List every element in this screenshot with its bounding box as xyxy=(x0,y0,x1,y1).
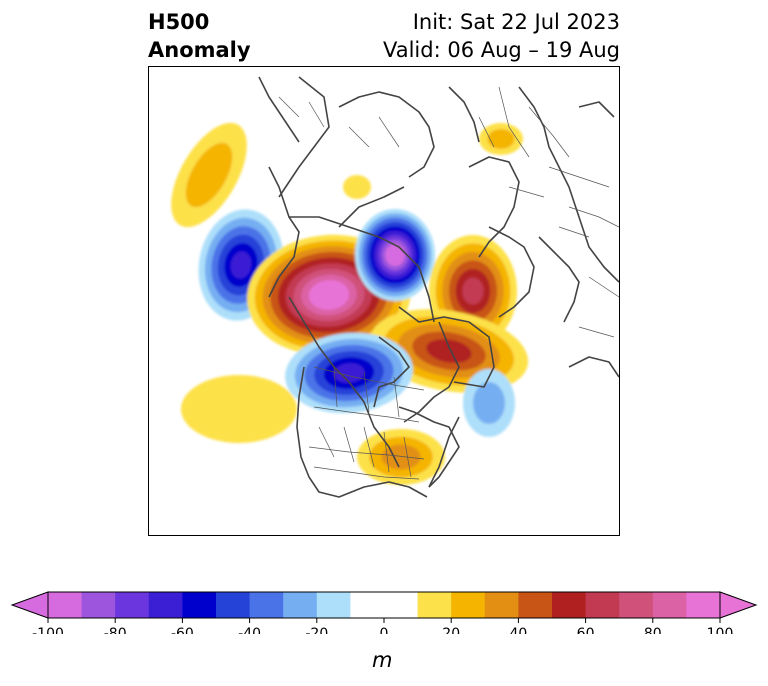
colorbar-tick-label: 40 xyxy=(509,626,527,634)
colorbar-cell xyxy=(417,592,452,618)
colorbar-cell xyxy=(384,592,419,618)
colorbar-cell xyxy=(652,592,687,618)
colorbar-tick-label: 100 xyxy=(707,626,734,634)
colorbar-tick-label: -80 xyxy=(104,626,127,634)
colorbar: -100 -80 -60 -40 -20 0 20 40 60 80 100 xyxy=(0,584,768,642)
title-anomaly: Anomaly xyxy=(148,38,251,62)
init-date: Init: Sat 22 Jul 2023 xyxy=(412,10,620,34)
colorbar-tick-label: -60 xyxy=(171,626,194,634)
colorbar-cell xyxy=(81,592,116,618)
colorbar-unit: m xyxy=(372,648,393,672)
colorbar-tick-label: 60 xyxy=(577,626,595,634)
colorbar-cell xyxy=(350,592,385,618)
political-borders xyxy=(278,86,619,480)
map-title: H500 Anomaly xyxy=(148,8,251,64)
positive-anomaly-arctic-canada-level xyxy=(316,285,342,305)
anomaly-map xyxy=(148,66,620,536)
colorbar-tick-label: 80 xyxy=(644,626,662,634)
colorbar-cell xyxy=(148,592,183,618)
colorbar-tick-label: -100 xyxy=(32,626,64,634)
colorbar-cell xyxy=(249,592,284,618)
colorbar-cell xyxy=(48,592,83,618)
positive-anomaly-scandinavia-level xyxy=(462,277,484,305)
coastlines xyxy=(258,76,619,498)
colorbar-under-arrow xyxy=(10,591,49,619)
negative-anomaly-kara-sea-level xyxy=(388,248,402,262)
negative-anomaly-bering-level xyxy=(230,251,252,279)
colorbar-tick-label: -40 xyxy=(238,626,261,634)
colorbar-cell xyxy=(216,592,251,618)
colorbar-cell xyxy=(316,592,351,618)
valid-range: Valid: 06 Aug – 19 Aug xyxy=(382,38,620,62)
colorbar-cell xyxy=(686,592,721,618)
colorbar-cell xyxy=(518,592,553,618)
colorbar-cell xyxy=(552,592,587,618)
anomaly-map-svg xyxy=(171,76,619,498)
colorbar-cell xyxy=(451,592,486,618)
positive-anomaly-east-pacific-level xyxy=(185,142,233,208)
colorbar-svg: -100 -80 -60 -40 -20 0 20 40 60 80 100 xyxy=(10,591,758,642)
colorbar-cell xyxy=(182,592,217,618)
colorbar-tick-label: 20 xyxy=(442,626,460,634)
colorbar-cell xyxy=(619,592,654,618)
positive-anomaly-north-atlantic-level xyxy=(426,339,472,363)
colorbar-tick-label: -20 xyxy=(305,626,328,634)
positive-anomaly-siberia-level xyxy=(487,129,515,149)
anomaly-contour xyxy=(181,375,297,443)
anomaly-contour xyxy=(343,175,371,199)
negative-anomaly-western-atlantic-level xyxy=(473,382,505,424)
map-dates: Init: Sat 22 Jul 2023 Valid: 06 Aug – 19… xyxy=(383,8,620,64)
colorbar-cell xyxy=(115,592,150,618)
title-variable: H500 xyxy=(148,10,210,34)
colorbar-tick-label: 0 xyxy=(380,626,389,634)
colorbar-cell xyxy=(585,592,620,618)
colorbar-cell xyxy=(283,592,318,618)
colorbar-cell xyxy=(484,592,519,618)
colorbar-over-arrow xyxy=(719,591,758,619)
